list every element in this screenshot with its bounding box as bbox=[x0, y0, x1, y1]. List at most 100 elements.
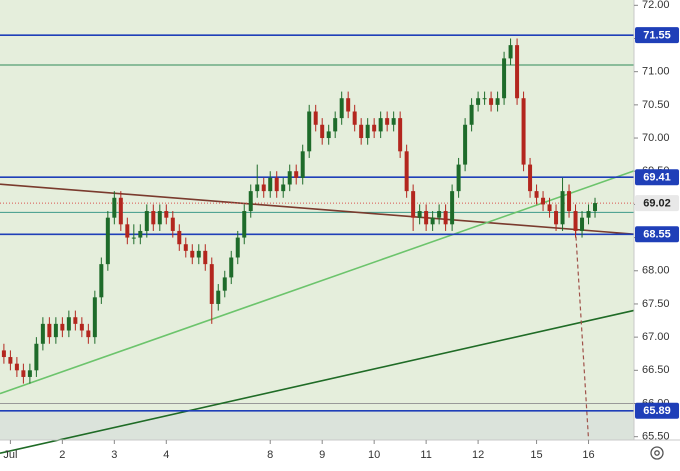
x-tick-label: 10 bbox=[368, 449, 380, 461]
candle-body bbox=[131, 237, 136, 239]
y-tick-label: 72.00 bbox=[642, 0, 670, 11]
candle-body bbox=[411, 191, 416, 218]
y-tick-label: 65.50 bbox=[642, 431, 670, 443]
candle-body bbox=[73, 317, 78, 324]
candle-body bbox=[580, 217, 585, 231]
candle-body bbox=[391, 118, 396, 125]
candle-body bbox=[489, 98, 494, 105]
candle-body bbox=[99, 264, 104, 298]
candle-body bbox=[450, 191, 455, 225]
candle-body bbox=[398, 118, 403, 152]
candle-body bbox=[443, 211, 448, 225]
candle-body bbox=[40, 323, 45, 344]
plot-background bbox=[0, 0, 634, 440]
y-tick-label: 71.00 bbox=[642, 66, 670, 78]
candle-body bbox=[170, 217, 175, 231]
x-tick-label: Jul bbox=[3, 449, 17, 461]
candle-body bbox=[242, 211, 247, 238]
x-tick-label: 8 bbox=[267, 449, 273, 461]
x-tick-label: 11 bbox=[420, 449, 431, 461]
price-label: 65.89 bbox=[643, 405, 671, 417]
candle-body bbox=[437, 211, 442, 218]
candle-body bbox=[255, 184, 260, 192]
x-tick-label: 2 bbox=[59, 449, 65, 461]
candle-body bbox=[268, 177, 273, 192]
candle-body bbox=[385, 118, 390, 125]
candle-body bbox=[424, 211, 429, 225]
candle-body bbox=[320, 124, 325, 139]
y-tick-label: 66.50 bbox=[642, 364, 670, 376]
plot-area bbox=[0, 0, 635, 455]
candle-body bbox=[326, 131, 331, 139]
candle-body bbox=[216, 290, 221, 304]
candle-body bbox=[534, 191, 539, 198]
candle-body bbox=[352, 111, 357, 125]
candle-body bbox=[476, 98, 481, 105]
candle-body bbox=[203, 250, 208, 265]
y-tick-label: 70.00 bbox=[642, 132, 670, 144]
candle-body bbox=[86, 330, 91, 338]
candle-body bbox=[34, 343, 39, 371]
candle-body bbox=[196, 250, 201, 258]
price-label: 68.55 bbox=[643, 229, 671, 241]
price-label: 69.41 bbox=[643, 172, 671, 184]
settings-button[interactable] bbox=[650, 446, 664, 460]
candle-body bbox=[456, 164, 461, 192]
candle-body bbox=[1, 350, 6, 358]
price-label-box bbox=[635, 169, 679, 186]
price-label-box bbox=[635, 27, 679, 44]
candle-body bbox=[508, 45, 513, 59]
candle-body bbox=[554, 211, 559, 225]
candle-body bbox=[430, 217, 435, 225]
x-tick-label: 12 bbox=[472, 449, 484, 461]
candle-body bbox=[151, 211, 156, 225]
candle-body bbox=[515, 45, 520, 99]
candle-body bbox=[463, 124, 468, 165]
candle-body bbox=[47, 323, 52, 338]
candle-body bbox=[495, 98, 500, 105]
candle-body bbox=[307, 111, 312, 152]
candle-body bbox=[573, 211, 578, 231]
price-label-box bbox=[635, 226, 679, 243]
trend-line bbox=[0, 309, 635, 455]
candle-body bbox=[469, 104, 474, 125]
candle-body bbox=[138, 230, 143, 238]
candle-body bbox=[541, 197, 546, 205]
candle-body bbox=[177, 230, 182, 245]
candle-body bbox=[417, 211, 422, 218]
candle-body bbox=[365, 124, 370, 139]
candle-body bbox=[313, 111, 318, 125]
candle-body bbox=[333, 118, 338, 132]
lower-zone bbox=[0, 410, 634, 440]
candle-body bbox=[27, 370, 32, 377]
price-label: 69.02 bbox=[643, 197, 671, 209]
candle-body bbox=[300, 151, 305, 178]
x-tick-label: 9 bbox=[319, 449, 325, 461]
candle-body bbox=[404, 151, 409, 192]
x-tick-label: 3 bbox=[111, 449, 117, 461]
candle-body bbox=[586, 211, 591, 218]
price-label-box bbox=[635, 195, 679, 212]
candle-body bbox=[560, 191, 565, 225]
candle-body bbox=[222, 277, 227, 291]
y-tick-label: 70.50 bbox=[642, 99, 670, 111]
price-label: 71.55 bbox=[643, 30, 671, 42]
candle-body bbox=[274, 177, 279, 192]
candle-body bbox=[125, 224, 130, 238]
candle-body bbox=[482, 98, 487, 100]
candle-body bbox=[346, 98, 351, 112]
y-tick-label: 68.00 bbox=[642, 265, 670, 277]
candle-body bbox=[502, 58, 507, 99]
candle-body bbox=[294, 171, 299, 178]
candle-body bbox=[190, 250, 195, 258]
candle-body bbox=[567, 191, 572, 212]
candle-body bbox=[378, 118, 383, 132]
candle-body bbox=[359, 124, 364, 139]
candle-body bbox=[53, 323, 58, 338]
x-tick-label: 15 bbox=[530, 449, 542, 461]
candle-body bbox=[528, 164, 533, 192]
candle-body bbox=[14, 363, 19, 371]
candle-body bbox=[164, 211, 169, 218]
trend-line bbox=[0, 183, 635, 235]
